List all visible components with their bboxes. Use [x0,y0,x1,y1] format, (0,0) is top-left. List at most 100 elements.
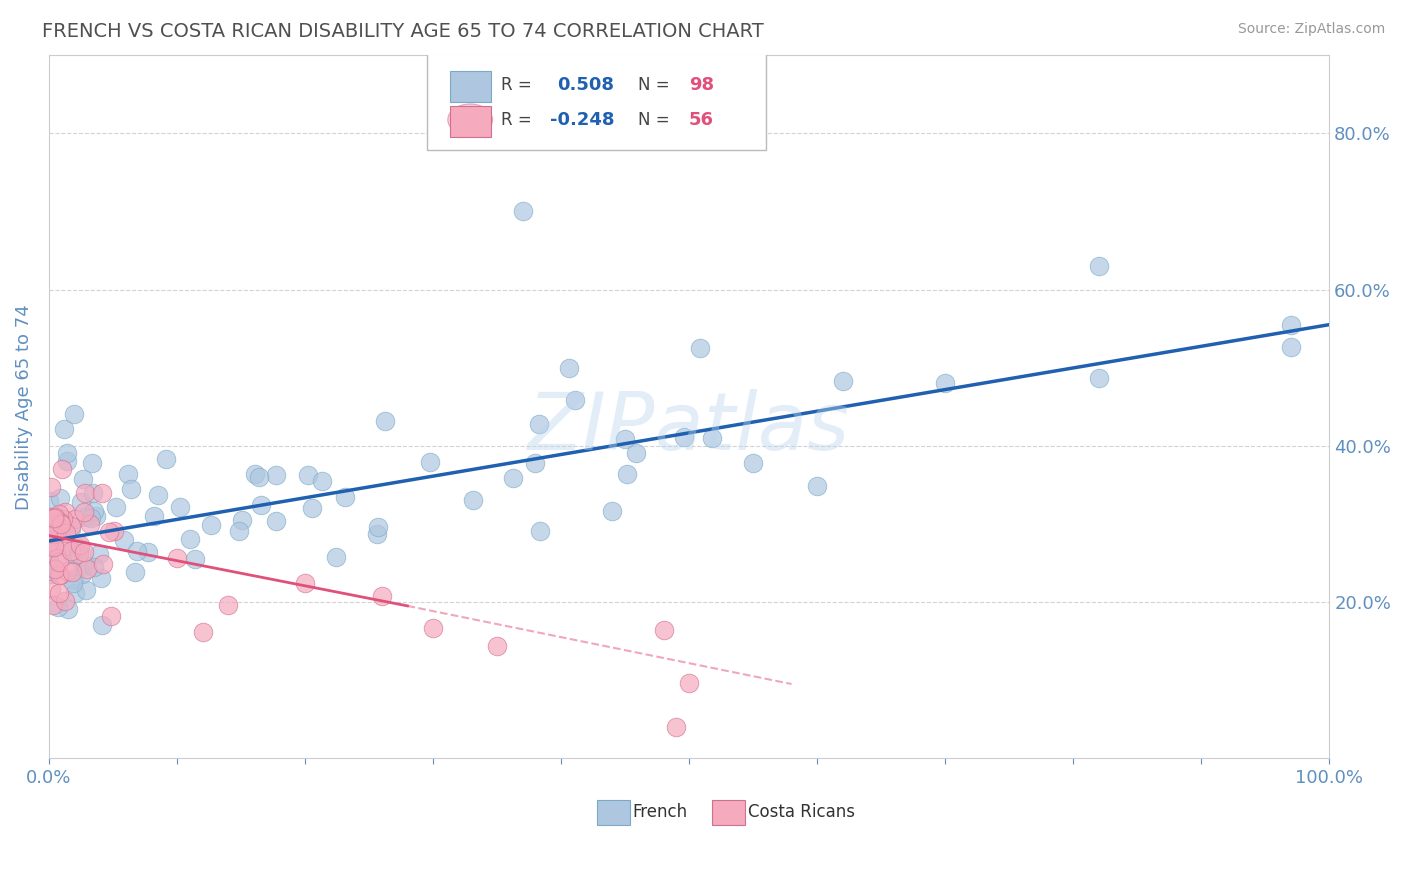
Point [44,526,66,541]
Point [55,525,77,540]
Point [38,535,60,549]
Point [700,431,723,445]
Point [53,422,76,436]
Point [38,567,60,582]
Point [112,533,135,548]
Point [39,480,62,494]
Point [247,469,270,483]
Point [73,558,96,573]
Point [616,467,638,482]
Point [46,600,69,615]
Point [103,524,125,538]
Point [39,582,62,596]
Point [486,639,509,653]
Text: R =: R = [501,76,531,94]
Point [48,586,70,600]
Point [75,510,97,524]
Point [294,576,316,591]
Point [228,524,250,539]
Point [42,511,65,525]
Point [266,514,288,528]
Point [55,517,77,532]
Point [70,495,93,509]
Point [665,720,688,734]
Point [90,571,112,585]
Point [41,558,63,573]
Point [301,500,323,515]
Point [56,454,79,468]
Point [48,555,70,569]
Text: N =: N = [638,111,669,128]
Point [42,520,65,534]
Point [1088,259,1111,273]
Point [371,590,394,604]
Point [49,568,72,582]
Point [166,550,188,565]
Point [39,524,62,539]
Point [49,515,72,529]
Point [678,676,700,690]
Point [249,498,271,512]
Point [59,518,82,533]
Point [72,567,94,582]
Point [84,509,107,524]
FancyBboxPatch shape [450,106,491,136]
Point [46,551,69,566]
Point [48,508,70,522]
Point [73,486,96,500]
Point [624,446,647,460]
Point [742,456,765,470]
Point [613,432,636,446]
Point [51,462,73,476]
Point [558,360,581,375]
Point [38,493,60,508]
Point [1279,340,1302,354]
Point [335,490,357,504]
Point [66,548,89,562]
Point [104,500,127,514]
Point [311,474,333,488]
Point [73,505,96,519]
Point [564,393,586,408]
Point [529,524,551,539]
Point [367,519,389,533]
Point [83,559,105,574]
Point [49,516,72,531]
Point [1279,318,1302,332]
Y-axis label: Disability Age 65 to 74: Disability Age 65 to 74 [15,304,32,509]
Point [243,467,266,481]
Point [55,564,77,578]
Point [422,621,444,635]
Point [39,543,62,558]
Text: French: French [633,804,688,822]
Text: 56: 56 [689,111,714,128]
Point [374,414,396,428]
Point [155,451,177,466]
Point [1088,371,1111,385]
Text: -0.248: -0.248 [550,111,614,128]
FancyBboxPatch shape [426,53,766,150]
Point [87,547,110,561]
Point [53,540,76,554]
FancyBboxPatch shape [450,70,491,102]
Point [200,517,222,532]
Point [117,467,139,482]
Point [42,598,65,612]
Point [42,540,65,554]
Point [41,540,63,554]
Point [63,511,86,525]
Point [56,446,79,460]
FancyBboxPatch shape [713,800,745,825]
Point [79,516,101,531]
Point [831,374,853,388]
Point [63,586,86,600]
Point [44,509,66,524]
Point [297,468,319,483]
Point [56,601,79,615]
Point [524,456,547,470]
Point [72,472,94,486]
Point [42,561,65,575]
Point [48,567,70,582]
Point [91,558,114,572]
Point [51,522,73,536]
